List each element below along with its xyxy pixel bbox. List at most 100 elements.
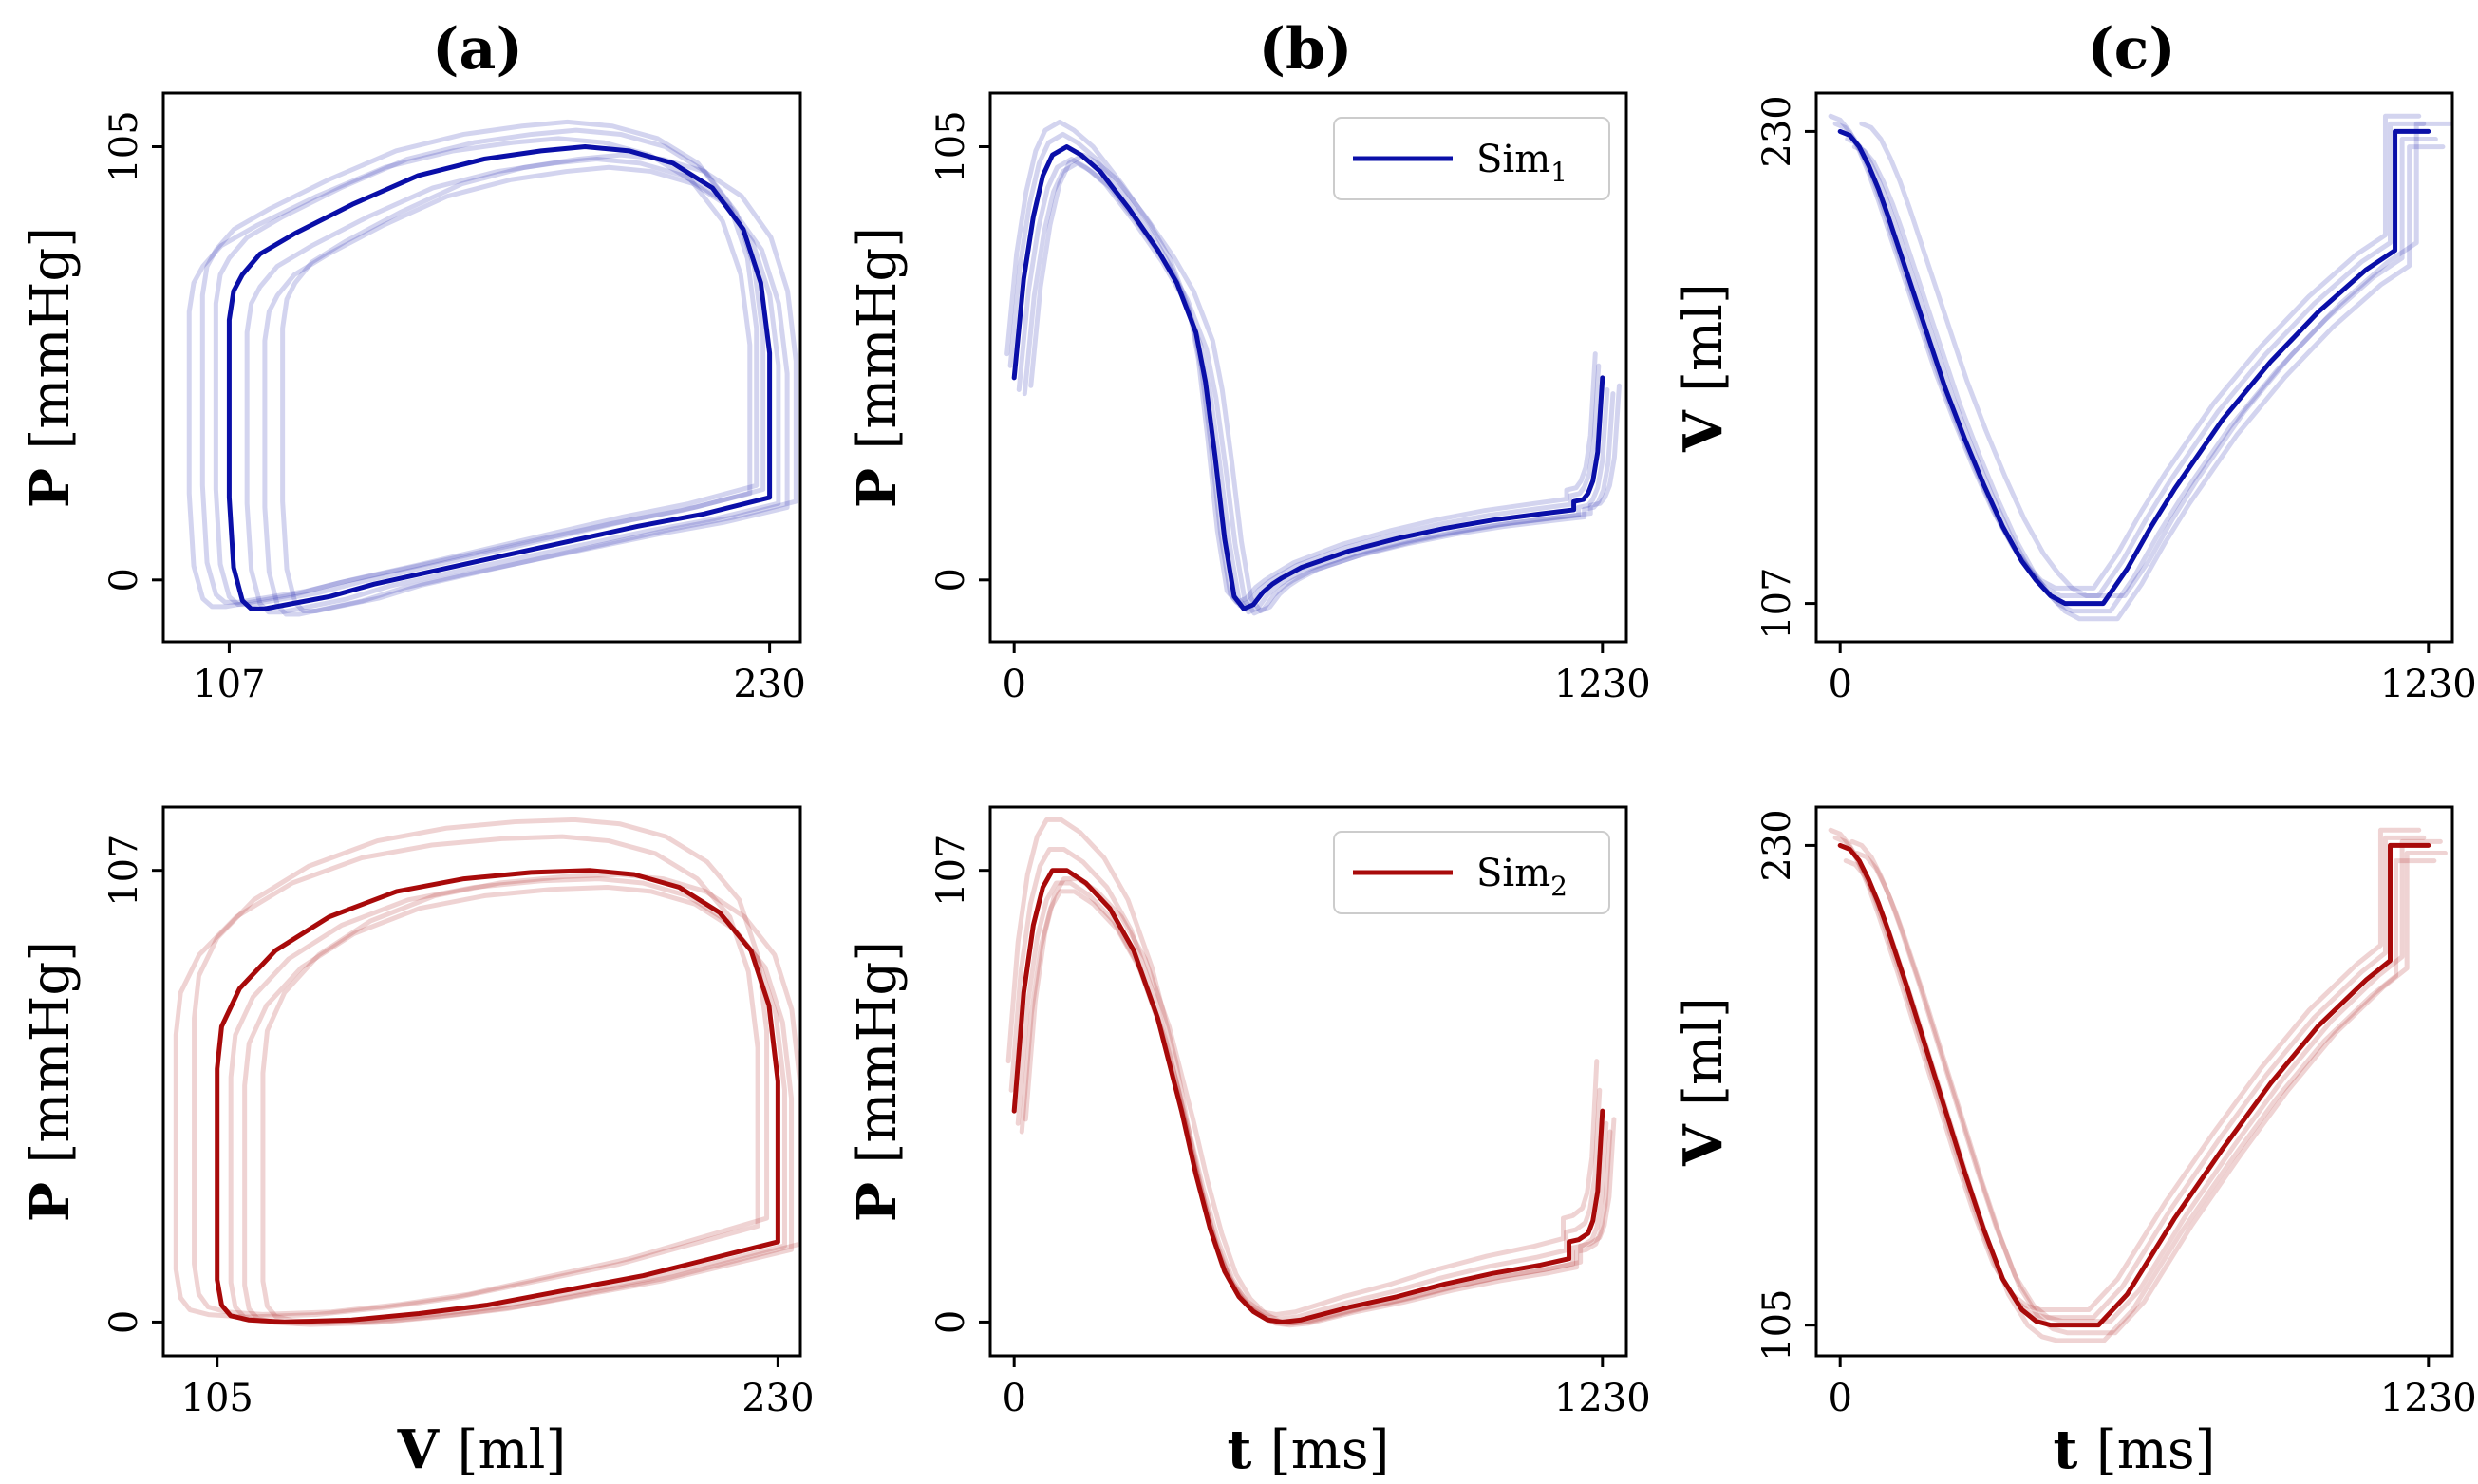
legend: Sim1 — [1333, 117, 1610, 200]
ensemble-line-5 — [1028, 152, 1622, 614]
legend-subscript: 1 — [1550, 157, 1568, 188]
x-tick-label: 1230 — [2380, 663, 2477, 706]
axes-frame — [161, 91, 802, 644]
y-axis-label: V [ml] — [1672, 283, 1735, 453]
x-tick-label: 1230 — [2380, 1377, 2477, 1420]
x-tick-label: 0 — [1828, 1377, 1851, 1420]
series-group — [1828, 113, 2452, 622]
x-axis-symbol: t — [1228, 1418, 1252, 1481]
ensemble-line-2 — [1008, 846, 1603, 1322]
ensemble-line-4 — [1851, 144, 2446, 622]
x-axis-unit: [ms] — [1270, 1419, 1390, 1481]
panel-label-b: (b) — [1259, 16, 1353, 83]
y-tick-label: 0 — [929, 568, 973, 592]
ensemble-line-4 — [1849, 838, 2443, 1324]
y-tick-label: 0 — [103, 1310, 146, 1334]
legend-label: Sim1 — [1476, 138, 1568, 188]
subplot-a2: 105 230 0 107 P [mmHg] V [ml] — [19, 805, 815, 1481]
subplot-b2: 0 1230 0 107 P [mmHg] t [ms] Sim2 — [846, 805, 1651, 1481]
y-tick-label: 105 — [103, 110, 146, 182]
ensemble-line-3 — [213, 127, 766, 608]
y-axis-label: P [mmHg] — [19, 227, 82, 508]
y-tick-label: 107 — [929, 835, 973, 907]
ensemble-line-3 — [1016, 157, 1610, 615]
y-axis-symbol: P — [846, 468, 909, 508]
ensemble-line-4 — [1022, 160, 1616, 616]
y-tick-label: 230 — [1755, 95, 1799, 167]
ensemble-line-4 — [242, 884, 795, 1327]
ensemble-line-2 — [192, 817, 770, 1317]
ensemble-line-4 — [244, 157, 781, 615]
x-axis-label: t [ms] — [2054, 1418, 2216, 1481]
y-axis-unit: [mmHg] — [847, 227, 909, 450]
subplot-c1: 0 1230 107 230 V [ml] — [1672, 91, 2477, 706]
y-axis-label: P [mmHg] — [846, 227, 909, 508]
ensemble-line-1 — [1828, 113, 2422, 591]
x-tick-label: 0 — [1828, 663, 1851, 706]
series-group — [1828, 827, 2448, 1343]
y-axis-unit: [mmHg] — [847, 941, 909, 1164]
x-axis-unit: [ml] — [458, 1419, 567, 1481]
subplot-b1: 0 1230 0 105 P [mmHg] Sim1 — [846, 91, 1651, 706]
main-series-line — [1011, 143, 1605, 611]
x-tick-label: 107 — [193, 663, 265, 706]
axes-frame — [988, 805, 1628, 1358]
x-axis-unit: [ms] — [2096, 1419, 2216, 1481]
y-axis-symbol: V — [1672, 1123, 1735, 1167]
y-axis-label: V [ml] — [1672, 997, 1735, 1167]
series-group — [1004, 119, 1622, 616]
main-series-line — [1011, 868, 1605, 1324]
legend-subscript: 2 — [1550, 871, 1568, 902]
x-tick-label: 1230 — [1554, 663, 1651, 706]
series-group — [1005, 817, 1617, 1328]
y-axis-unit: [mmHg] — [20, 227, 82, 450]
series-group — [186, 119, 798, 617]
x-tick-label: 230 — [733, 663, 805, 706]
axes-frame — [1814, 91, 2454, 644]
main-series-line — [215, 868, 780, 1324]
ensemble-line-3 — [1015, 880, 1609, 1326]
ensemble-line-2 — [199, 119, 760, 605]
ensemble-line-2 — [1007, 131, 1602, 609]
legend: Sim2 — [1333, 831, 1610, 914]
legend-box — [1333, 117, 1610, 200]
legend-label: Sim2 — [1476, 852, 1568, 902]
ensemble-line-1 — [1828, 827, 2422, 1312]
y-tick-label: 105 — [929, 110, 973, 182]
ensemble-line-2 — [1832, 835, 2427, 1321]
ensemble-line-5 — [1023, 876, 1617, 1326]
y-axis-symbol: P — [846, 1182, 909, 1222]
panel-label-a: (a) — [432, 16, 523, 83]
axes-frame — [1814, 805, 2454, 1358]
ensemble-line-2 — [1832, 121, 2427, 598]
main-series-line — [226, 143, 773, 611]
x-axis-symbol: V — [397, 1418, 441, 1481]
y-tick-label: 0 — [929, 1310, 973, 1334]
x-axis-symbol: t — [2054, 1418, 2078, 1481]
ensemble-line-3 — [1843, 858, 2437, 1343]
axes-frame — [161, 805, 802, 1358]
subplot-c2: 0 1230 105 230 V [ml] t [ms] — [1672, 805, 2477, 1481]
ensemble-line-5 — [260, 872, 800, 1325]
axes-frame — [988, 91, 1628, 644]
y-axis-unit: [ml] — [1673, 997, 1735, 1106]
x-tick-label: 230 — [742, 1377, 814, 1420]
ensemble-line-1 — [1005, 817, 1600, 1317]
y-tick-label: 230 — [1755, 809, 1799, 881]
x-tick-label: 0 — [1002, 663, 1025, 706]
y-axis-symbol: P — [19, 468, 82, 508]
y-axis-symbol: P — [19, 1182, 82, 1222]
ensemble-line-5 — [1854, 851, 2448, 1336]
panel-label-c: (c) — [2087, 16, 2175, 83]
main-series-line — [1837, 128, 2431, 607]
ensemble-line-6 — [280, 152, 798, 614]
y-axis-unit: [mmHg] — [20, 941, 82, 1164]
x-axis-label: t [ms] — [1228, 1418, 1390, 1481]
ensemble-line-5 — [262, 164, 790, 617]
y-tick-label: 107 — [103, 835, 146, 907]
y-axis-label: P [mmHg] — [846, 941, 909, 1222]
x-axis-label: V [ml] — [397, 1418, 567, 1481]
x-tick-label: 0 — [1002, 1377, 1025, 1420]
x-tick-label: 1230 — [1554, 1377, 1651, 1420]
